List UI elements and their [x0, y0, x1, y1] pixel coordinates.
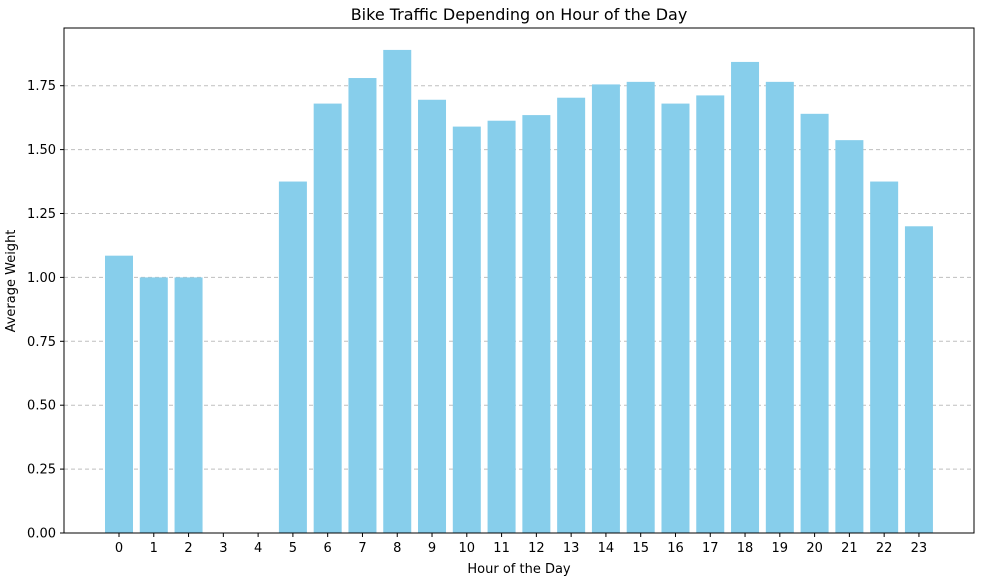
x-tick-label: 0: [115, 541, 123, 556]
x-tick-label: 12: [528, 541, 545, 556]
x-tick-label: 14: [598, 541, 615, 556]
bar-hour-8: [383, 49, 412, 533]
plot-frame: [63, 27, 975, 534]
x-tick-label: 17: [702, 541, 719, 556]
y-tick-label: 1.00: [27, 271, 56, 286]
x-tick-label: 5: [289, 541, 297, 556]
x-tick-label: 13: [563, 541, 580, 556]
bar-hour-22: [870, 181, 899, 534]
y-tick-label: 1.25: [27, 207, 56, 222]
y-tick-label: 0.25: [27, 463, 56, 478]
x-tick-label: 4: [254, 541, 262, 556]
bar-hour-15: [626, 81, 655, 533]
bar-hour-9: [418, 99, 447, 534]
bar-hour-17: [696, 95, 725, 533]
bar-hour-14: [591, 84, 620, 533]
x-tick-label: 19: [772, 541, 789, 556]
x-tick-label: 7: [358, 541, 366, 556]
x-tick-label: 10: [459, 541, 476, 556]
chart-title: Bike Traffic Depending on Hour of the Da…: [351, 5, 688, 24]
bar-hour-12: [522, 115, 551, 534]
x-tick-label: 16: [667, 541, 684, 556]
y-tick-label: 0.75: [27, 335, 56, 350]
y-tick-label: 0.00: [27, 527, 56, 542]
bar-hour-2: [174, 277, 203, 533]
x-tick-label: 8: [393, 541, 401, 556]
y-axis-label: Average Weight: [4, 230, 19, 333]
bar-hour-11: [487, 120, 516, 534]
bar-hour-7: [348, 78, 377, 534]
bar-hour-23: [904, 226, 933, 533]
x-tick-label: 21: [841, 541, 858, 556]
bar-hour-18: [731, 61, 760, 533]
x-tick-label: 22: [876, 541, 893, 556]
x-tick-label: 9: [428, 541, 436, 556]
bar-hour-0: [105, 255, 133, 533]
x-axis: 0 1 2 3 4 5 6 7 8 9 10 11 12 13 14 15 16 17 18 19 20 21 22 23: [115, 533, 927, 556]
bar-hour-6: [313, 103, 342, 533]
bar-hour-19: [765, 81, 794, 533]
bar-hour-10: [452, 126, 481, 533]
y-tick-label: 1.75: [27, 79, 56, 94]
bar-hour-16: [661, 103, 690, 533]
x-tick-label: 6: [324, 541, 332, 556]
x-tick-label: 3: [219, 541, 227, 556]
x-tick-label: 2: [184, 541, 192, 556]
x-axis-label: Hour of the Day: [467, 562, 571, 577]
bar-hour-13: [557, 97, 586, 534]
y-tick-label: 0.50: [27, 399, 56, 414]
bars: [105, 49, 933, 534]
x-tick-label: 20: [806, 541, 823, 556]
x-tick-label: 11: [493, 541, 510, 556]
x-tick-label: 1: [150, 541, 158, 556]
bar-hour-20: [800, 113, 829, 533]
y-tick-label: 1.50: [27, 143, 56, 158]
y-axis: 0.00 0.25 0.50 0.75 1.00 1.25 1.50 1.75: [27, 79, 64, 542]
bar-hour-21: [835, 140, 864, 533]
x-tick-label: 15: [632, 541, 649, 556]
x-tick-label: 18: [737, 541, 754, 556]
x-tick-label: 23: [911, 541, 928, 556]
bar-hour-1: [139, 277, 168, 533]
bar-hour-5: [278, 181, 307, 534]
